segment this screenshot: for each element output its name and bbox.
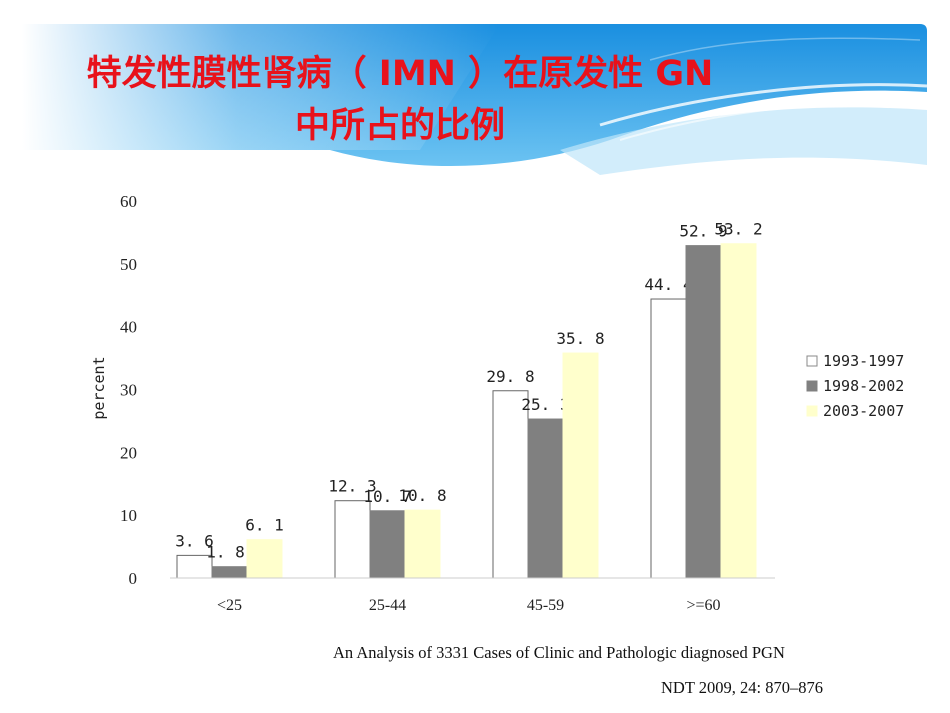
bar	[492, 390, 529, 579]
bar	[246, 539, 283, 579]
bar	[527, 418, 564, 579]
data-label: 12. 3	[328, 477, 376, 496]
slide-title: 特发性膜性肾病（ IMN ）在原发性 GN 中所占的比例	[0, 48, 800, 152]
data-label: 53. 2	[714, 220, 762, 239]
data-label: 10. 7	[363, 487, 411, 506]
x-tick-label: 25-44	[369, 597, 406, 614]
y-tick-label: 60	[120, 192, 137, 211]
legend-label: 1993-1997	[823, 352, 904, 370]
data-label: 1. 8	[206, 543, 245, 562]
data-label: 3. 6	[175, 531, 214, 550]
citation-source: An Analysis of 3331 Cases of Clinic and …	[333, 643, 785, 662]
data-label: 52. 9	[679, 222, 727, 241]
legend-swatch	[806, 380, 818, 392]
y-tick-label: 0	[129, 569, 138, 588]
slide-title-line1: 特发性膜性肾病（ IMN ）在原发性 GN	[86, 54, 714, 94]
slide-title-line2: 中所占的比例	[294, 106, 505, 146]
y-tick-label: 50	[120, 255, 137, 274]
legend-label: 2003-2007	[823, 402, 904, 420]
y-tick-label: 10	[120, 506, 137, 525]
data-label: 25. 3	[521, 395, 569, 414]
data-label: 6. 1	[245, 516, 284, 535]
data-label: 10. 8	[398, 486, 446, 505]
bar	[334, 500, 371, 579]
data-label: 29. 8	[486, 367, 534, 386]
data-label: 35. 8	[556, 329, 604, 348]
x-tick-label: <25	[217, 597, 242, 614]
bar	[685, 245, 722, 579]
x-tick-label: 45-59	[527, 597, 564, 614]
y-tick-label: 30	[120, 381, 137, 400]
bar	[720, 243, 757, 579]
data-label: 44. 4	[644, 275, 692, 294]
legend-label: 1998-2002	[823, 377, 904, 395]
legend-swatch	[806, 405, 818, 417]
bar	[211, 566, 248, 579]
bar	[650, 298, 687, 579]
y-tick-label: 20	[120, 443, 137, 462]
bar	[562, 352, 599, 579]
citation-journal: NDT 2009, 24: 870–876	[661, 678, 823, 697]
y-axis-label: percent	[90, 356, 108, 419]
header-banner	[22, 24, 928, 175]
legend-swatch	[806, 355, 818, 367]
x-tick-label: >=60	[686, 597, 720, 614]
y-tick-label: 40	[120, 318, 137, 337]
bar	[369, 510, 406, 579]
bar	[404, 509, 441, 579]
